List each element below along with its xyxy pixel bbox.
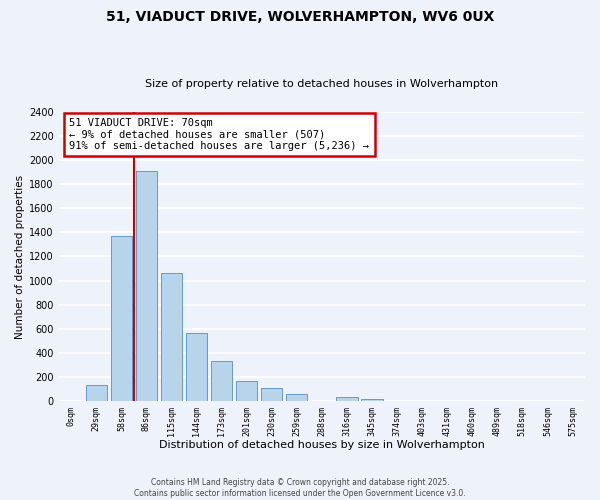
- Bar: [261, 388, 283, 401]
- Bar: [136, 171, 157, 401]
- Bar: [361, 398, 383, 401]
- Bar: [111, 236, 132, 401]
- Bar: [336, 398, 358, 401]
- Bar: [161, 272, 182, 401]
- Text: Contains HM Land Registry data © Crown copyright and database right 2025.
Contai: Contains HM Land Registry data © Crown c…: [134, 478, 466, 498]
- Y-axis label: Number of detached properties: Number of detached properties: [15, 174, 25, 338]
- Text: 51, VIADUCT DRIVE, WOLVERHAMPTON, WV6 0UX: 51, VIADUCT DRIVE, WOLVERHAMPTON, WV6 0U…: [106, 10, 494, 24]
- Bar: [236, 381, 257, 401]
- Bar: [211, 360, 232, 401]
- Bar: [286, 394, 307, 401]
- Text: 51 VIADUCT DRIVE: 70sqm
← 9% of detached houses are smaller (507)
91% of semi-de: 51 VIADUCT DRIVE: 70sqm ← 9% of detached…: [70, 118, 370, 151]
- Bar: [86, 386, 107, 401]
- X-axis label: Distribution of detached houses by size in Wolverhampton: Distribution of detached houses by size …: [159, 440, 485, 450]
- Bar: [186, 333, 207, 401]
- Title: Size of property relative to detached houses in Wolverhampton: Size of property relative to detached ho…: [145, 79, 499, 89]
